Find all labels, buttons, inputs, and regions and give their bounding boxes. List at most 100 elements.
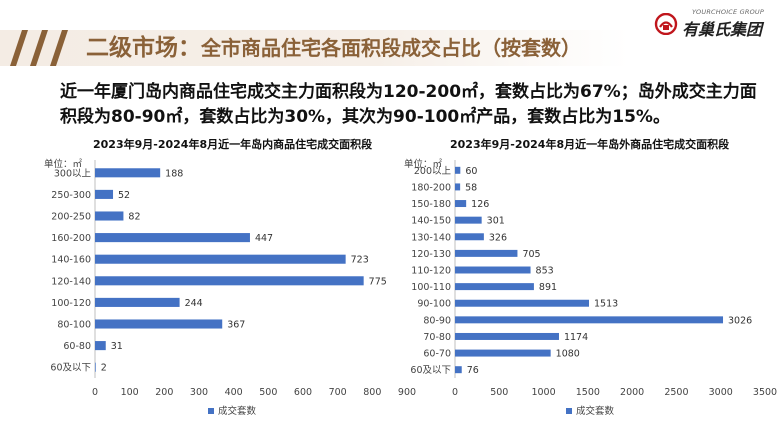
offisland-bar (455, 332, 559, 340)
offisland-bar (455, 183, 461, 191)
offisland-bar (455, 299, 590, 307)
offisland-data-label: 126 (471, 199, 489, 210)
offisland-x-tick-label: 500 (490, 387, 508, 398)
offisland-category-label: 130-140 (411, 232, 451, 243)
offisland-x-tick-label: 1500 (576, 387, 600, 398)
island-category-label: 60及以下 (50, 363, 91, 374)
offisland-category-label: 100-110 (411, 282, 451, 293)
island-x-tick-label: 700 (329, 387, 347, 398)
island-data-label: 52 (118, 190, 130, 201)
island-bar (95, 341, 106, 351)
offisland-data-label: 1513 (594, 299, 618, 310)
island-x-tick-label: 800 (363, 387, 381, 398)
offisland-data-label: 76 (467, 365, 479, 376)
island-x-tick-label: 100 (121, 387, 139, 398)
offisland-bar (455, 266, 531, 274)
offisland-data-label: 1174 (564, 332, 588, 343)
unit-label-offisland: 单位：㎡ (404, 159, 443, 170)
island-bar (95, 319, 223, 329)
chart-title-offisland: 2023年9月-2024年8月近一年岛外商品住宅成交面积段 (450, 138, 730, 151)
offisland-x-tick-label: 1000 (531, 387, 555, 398)
offisland-category-label: 110-120 (411, 266, 451, 277)
island-legend-swatch (208, 408, 214, 414)
island-data-label: 188 (165, 168, 183, 179)
island-category-label: 200-250 (51, 212, 91, 223)
island-category-label: 160-200 (51, 233, 91, 244)
offisland-data-label: 3026 (728, 315, 752, 326)
island-category-label: 250-300 (51, 190, 91, 201)
offisland-category-label: 200以上 (414, 166, 452, 177)
island-x-tick-label: 500 (259, 387, 277, 398)
island-bar (95, 168, 161, 178)
island-bar (95, 233, 250, 243)
offisland-legend-label: 成交套数 (576, 405, 615, 417)
island-x-tick-label: 0 (92, 387, 98, 398)
island-data-label: 723 (351, 255, 369, 266)
island-bar (95, 297, 180, 307)
offisland-bar (455, 366, 462, 374)
island-bar (95, 211, 124, 221)
page-title-prefix: 二级市场： (86, 35, 201, 61)
offisland-category-label: 150-180 (411, 199, 451, 210)
island-legend-label: 成交套数 (218, 405, 257, 417)
logo-chinese-text: 有巢氏集团 (682, 20, 763, 39)
logo-nest-icon (654, 13, 678, 35)
island-category-label: 80-100 (57, 320, 91, 331)
offisland-category-label: 140-150 (411, 216, 451, 227)
island-category-label: 120-140 (51, 276, 91, 287)
offisland-data-label: 705 (522, 249, 540, 260)
island-x-tick-label: 400 (225, 387, 243, 398)
offisland-legend-swatch (566, 408, 572, 414)
summary-text: 近一年厦门岛内商品住宅成交主力面积段为120-200㎡，套数占比为67%；岛外成… (60, 82, 757, 127)
title-band (0, 30, 628, 66)
offisland-category-label: 80-90 (423, 315, 451, 326)
offisland-data-label: 1080 (556, 349, 580, 360)
offisland-category-label: 60及以下 (410, 365, 451, 376)
offisland-category-label: 70-80 (423, 332, 451, 343)
offisland-bar (455, 349, 551, 357)
offisland-x-tick-label: 3500 (753, 387, 777, 398)
island-x-tick-label: 300 (190, 387, 208, 398)
offisland-category-label: 180-200 (411, 182, 451, 193)
offisland-x-tick-label: 3000 (709, 387, 733, 398)
offisland-x-tick-label: 0 (452, 387, 458, 398)
offisland-data-label: 326 (489, 232, 507, 243)
island-data-label: 367 (227, 320, 245, 331)
unit-label-island: 单位：㎡ (44, 159, 83, 170)
chart-title-island: 2023年9月-2024年8月近一年岛内商品住宅成交面积段 (93, 138, 373, 151)
island-category-label: 140-160 (51, 255, 91, 266)
island-x-tick-label: 200 (155, 387, 173, 398)
offisland-data-label: 301 (487, 216, 505, 227)
page-title: 二级市场：全市商品住宅各面积段成交占比（按套数） (86, 33, 581, 63)
offisland-category-label: 120-130 (411, 249, 451, 260)
offisland-bar (455, 283, 534, 291)
offisland-data-label: 853 (536, 266, 554, 277)
offisland-data-label: 60 (465, 166, 477, 177)
island-category-label: 100-120 (51, 298, 91, 309)
offisland-x-tick-label: 2000 (620, 387, 644, 398)
island-x-tick-label: 900 (398, 387, 416, 398)
island-data-label: 82 (128, 212, 140, 223)
island-data-label: 775 (369, 276, 387, 287)
island-bar (95, 276, 364, 286)
island-x-tick-label: 600 (294, 387, 312, 398)
offisland-bar (455, 316, 724, 324)
title-stripes-decoration (10, 30, 68, 66)
island-data-label: 244 (185, 298, 203, 309)
offisland-bar (455, 166, 461, 174)
island-category-label: 60-80 (63, 341, 91, 352)
offisland-data-label: 58 (465, 182, 477, 193)
offisland-data-label: 891 (539, 282, 557, 293)
offisland-x-tick-label: 2500 (664, 387, 688, 398)
logo-english-text: YOURCHOICE GROUP (692, 8, 764, 16)
island-bar (95, 254, 346, 264)
offisland-category-label: 60-70 (423, 349, 451, 360)
island-bar (95, 362, 96, 372)
offisland-bar (455, 249, 518, 257)
page-title-main: 全市商品住宅各面积段成交占比（按套数） (201, 36, 581, 60)
island-data-label: 2 (101, 363, 107, 374)
island-data-label: 447 (255, 233, 273, 244)
island-data-label: 31 (111, 341, 123, 352)
